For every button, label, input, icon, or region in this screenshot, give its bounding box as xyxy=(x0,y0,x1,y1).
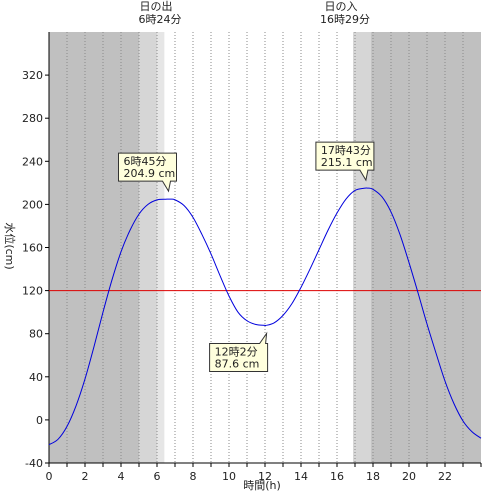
sunrise-time: 6時24分 xyxy=(139,13,182,26)
annotation-level: 204.9 cm xyxy=(124,167,176,180)
sunrise-label: 日の出 xyxy=(140,0,173,13)
y-tick-label: 240 xyxy=(22,155,43,168)
sunset-label: 日の入 xyxy=(325,0,358,13)
x-axis-title: 時間(h) xyxy=(243,479,281,492)
y-tick-label: 320 xyxy=(22,69,43,82)
day-night-background xyxy=(49,32,481,463)
y-tick-label: 120 xyxy=(22,285,43,298)
x-tick-label: 20 xyxy=(402,470,416,483)
x-tick-label: 18 xyxy=(366,470,380,483)
annotation-time: 12時2分 xyxy=(215,346,258,359)
y-tick-label: 200 xyxy=(22,198,43,211)
tide-line xyxy=(48,187,482,446)
annotation-time: 6時45分 xyxy=(124,155,167,168)
x-tick-label: 0 xyxy=(46,470,53,483)
y-tick-label: 80 xyxy=(29,328,43,341)
y-tick-label: 280 xyxy=(22,112,43,125)
x-tick-label: 4 xyxy=(118,470,125,483)
y-tick-label: -40 xyxy=(25,457,43,470)
y-tick-label: 0 xyxy=(36,414,43,427)
x-tick-label: 22 xyxy=(438,470,452,483)
annotation-box xyxy=(118,152,177,193)
sunset-time: 16時29分 xyxy=(320,13,370,26)
annotation-time: 17時43分 xyxy=(321,144,371,157)
annotation-box xyxy=(315,141,375,182)
series-layer xyxy=(48,187,482,446)
annotation-level: 215.1 cm xyxy=(321,156,373,169)
y-tick-label: 160 xyxy=(22,242,43,255)
annotation-box xyxy=(209,331,269,372)
x-tick-label: 6 xyxy=(154,470,161,483)
y-axis-title: 水位(cm) xyxy=(3,222,17,269)
twilight-band xyxy=(353,32,372,463)
day-band xyxy=(164,32,354,463)
annotation-level: 87.6 cm xyxy=(215,358,260,371)
x-tick-label: 8 xyxy=(190,470,197,483)
x-tick-label: 2 xyxy=(82,470,89,483)
x-tick-label: 16 xyxy=(330,470,344,483)
x-tick-label: 14 xyxy=(294,470,308,483)
twilight-band xyxy=(157,32,165,463)
y-tick-label: 40 xyxy=(29,371,43,384)
x-tick-label: 10 xyxy=(222,470,236,483)
x-tick-label: 12 xyxy=(258,470,272,483)
